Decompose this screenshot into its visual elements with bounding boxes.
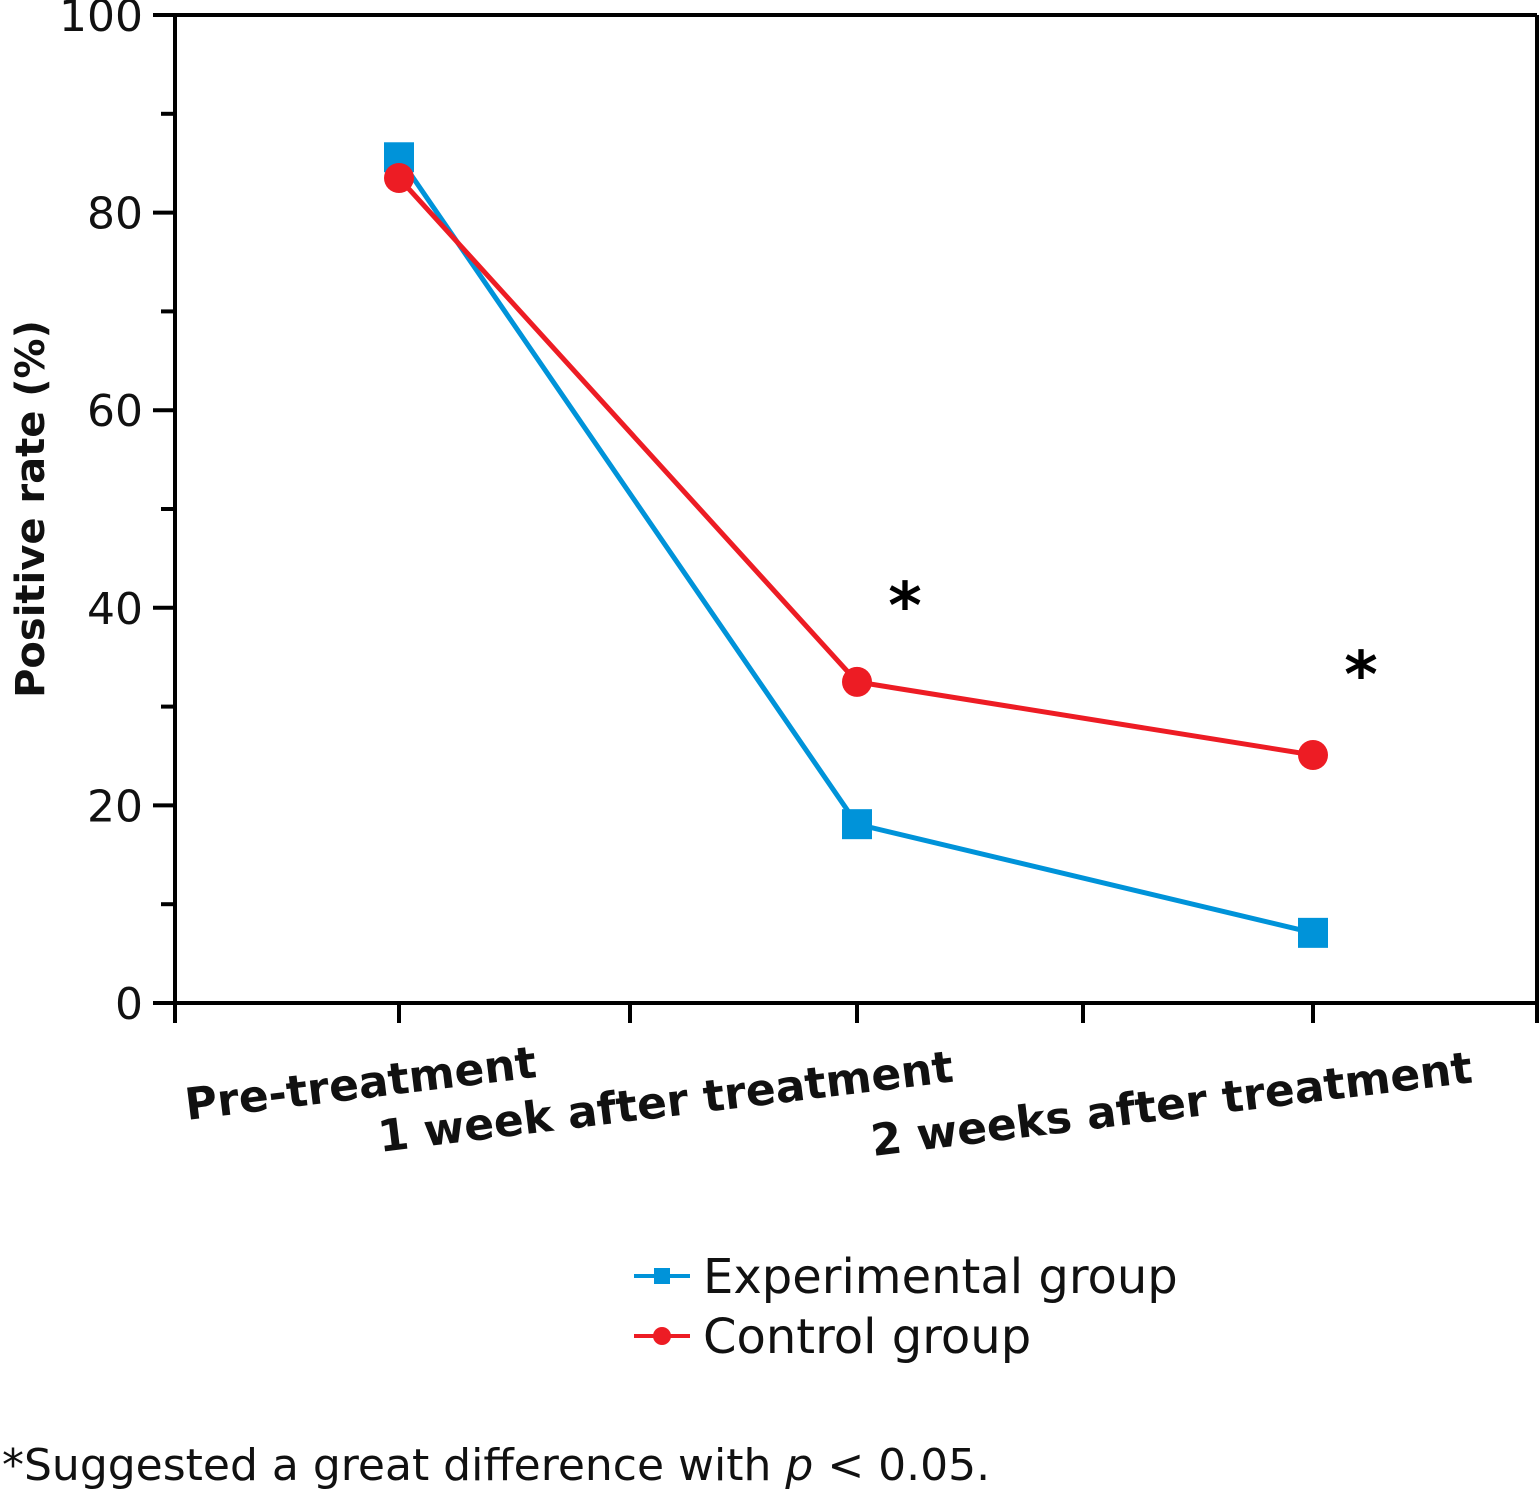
significance-marker: * [1344, 639, 1377, 713]
footnote: *Suggested a great difference with p < 0… [2, 1440, 990, 1491]
y-tick-label: 60 [87, 386, 143, 437]
series-layer [384, 142, 1328, 948]
data-point-circle [384, 163, 414, 194]
y-tick-label: 20 [87, 781, 143, 832]
legend-label: Control group [703, 1309, 1031, 1365]
annotations: ** [888, 570, 1377, 713]
data-point-square [842, 809, 872, 840]
footnote-p: p [785, 1440, 814, 1491]
data-point-circle [1298, 740, 1328, 771]
x-category-label: 2 weeks after treatment [868, 1043, 1475, 1167]
legend-circle-icon [653, 1327, 671, 1345]
data-point-circle [842, 666, 872, 697]
significance-marker: * [888, 570, 921, 644]
y-tick-label: 100 [59, 0, 143, 42]
data-point-square [1298, 917, 1328, 948]
footnote-prefix: *Suggested a great difference with [2, 1440, 786, 1491]
y-tick-label: 0 [115, 979, 143, 1030]
legend-square-icon [654, 1268, 670, 1284]
y-tick-label: 40 [87, 584, 143, 635]
y-tick-label: 80 [87, 189, 143, 240]
footnote-suffix: < 0.05. [813, 1440, 991, 1491]
legend-label: Experimental group [703, 1249, 1178, 1305]
y-axis-title: Positive rate (%) [8, 320, 54, 698]
